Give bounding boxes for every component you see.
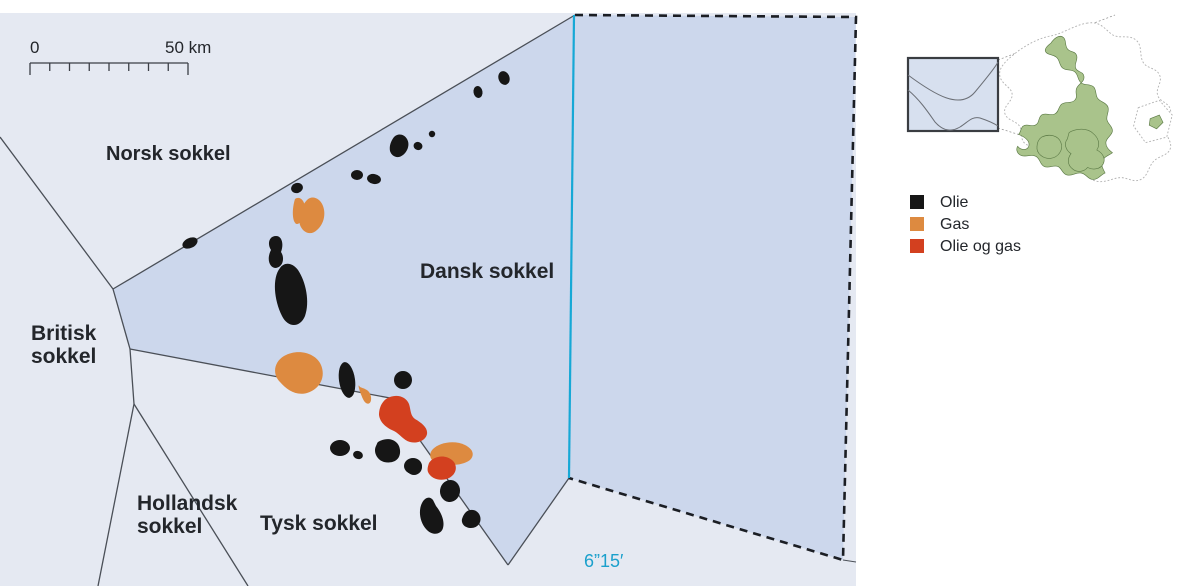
svg-text:Dansk sokkel: Dansk sokkel xyxy=(420,260,554,283)
svg-text:sokkel: sokkel xyxy=(31,345,96,368)
svg-text:Olie: Olie xyxy=(940,194,969,211)
svg-text:Hollandsk: Hollandsk xyxy=(137,492,238,515)
svg-text:Gas: Gas xyxy=(940,216,969,233)
svg-text:6”15′: 6”15′ xyxy=(584,551,624,571)
svg-text:Norsk sokkel: Norsk sokkel xyxy=(106,143,231,165)
svg-text:Tysk sokkel: Tysk sokkel xyxy=(260,512,378,535)
svg-text:50 km: 50 km xyxy=(165,38,211,57)
svg-text:sokkel: sokkel xyxy=(137,515,202,538)
svg-text:0: 0 xyxy=(30,38,39,57)
svg-text:Britisk: Britisk xyxy=(31,322,97,345)
svg-text:Olie og gas: Olie og gas xyxy=(940,238,1021,255)
